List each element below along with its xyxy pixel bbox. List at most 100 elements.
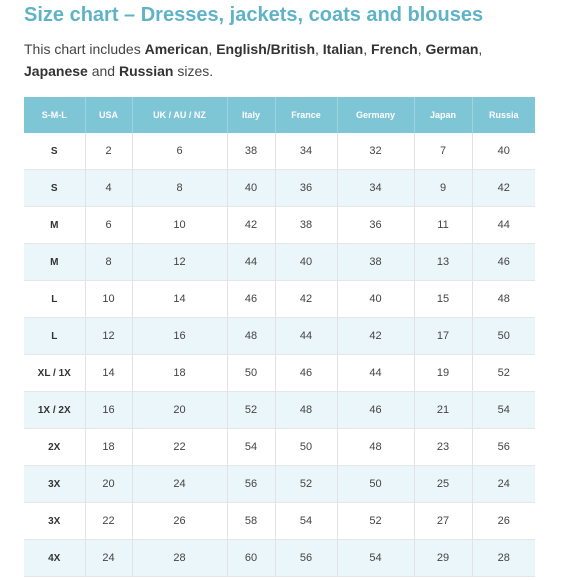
size-value-cell: 16 <box>85 391 133 429</box>
size-value-cell: 50 <box>227 354 276 392</box>
size-label-cell: 1X / 2X <box>24 391 86 429</box>
size-value-cell: 38 <box>227 133 276 170</box>
size-label-cell: L <box>24 280 86 318</box>
table-body: S 2 6 38 34 32 7 40 S 4 8 40 36 34 9 42 M 6 10 42 38 36 11 44 M 8… <box>24 133 535 577</box>
size-value-cell: 54 <box>227 428 276 466</box>
size-value-cell: 26 <box>132 502 228 540</box>
column-header: S-M-L <box>24 97 86 133</box>
size-value-cell: 54 <box>275 502 338 540</box>
size-value-cell: 13 <box>414 243 473 281</box>
size-value-cell: 44 <box>227 243 276 281</box>
size-value-cell: 48 <box>337 428 415 466</box>
table-row: S 2 6 38 34 32 7 40 <box>24 133 535 170</box>
size-value-cell: 44 <box>275 317 338 355</box>
intro-size-american: American <box>144 41 209 57</box>
size-value-cell: 48 <box>227 317 276 355</box>
size-value-cell: 46 <box>227 280 276 318</box>
size-value-cell: 46 <box>337 391 415 429</box>
size-label-cell: 2X <box>24 428 86 466</box>
size-value-cell: 17 <box>414 317 473 355</box>
size-value-cell: 32 <box>337 133 415 170</box>
size-value-cell: 42 <box>275 280 338 318</box>
size-value-cell: 48 <box>472 280 535 318</box>
size-value-cell: 52 <box>275 465 338 503</box>
size-value-cell: 38 <box>337 243 415 281</box>
size-value-cell: 52 <box>472 354 535 392</box>
column-header: Japan <box>414 97 473 133</box>
size-label-cell: 4X <box>24 539 86 577</box>
column-header: USA <box>85 97 133 133</box>
table-row: S 4 8 40 36 34 9 42 <box>24 169 535 207</box>
size-value-cell: 23 <box>414 428 473 466</box>
size-value-cell: 48 <box>275 391 338 429</box>
size-value-cell: 29 <box>414 539 473 577</box>
size-value-cell: 52 <box>337 502 415 540</box>
size-value-cell: 50 <box>275 428 338 466</box>
size-label-cell: 3X <box>24 465 86 503</box>
size-value-cell: 8 <box>85 243 133 281</box>
column-header: Italy <box>227 97 276 133</box>
size-value-cell: 56 <box>275 539 338 577</box>
size-value-cell: 27 <box>414 502 473 540</box>
intro-size-british: English/British <box>216 41 315 57</box>
size-value-cell: 10 <box>85 280 133 318</box>
size-value-cell: 11 <box>414 206 473 244</box>
size-label-cell: M <box>24 243 86 281</box>
size-value-cell: 12 <box>85 317 133 355</box>
size-value-cell: 18 <box>132 354 228 392</box>
size-value-cell: 34 <box>275 133 338 170</box>
size-value-cell: 40 <box>227 169 276 207</box>
size-value-cell: 42 <box>472 169 535 207</box>
size-value-cell: 15 <box>414 280 473 318</box>
column-header: Russia <box>472 97 535 133</box>
size-value-cell: 26 <box>472 502 535 540</box>
size-label-cell: L <box>24 317 86 355</box>
intro-prefix: This chart includes <box>24 41 145 57</box>
size-value-cell: 50 <box>472 317 535 355</box>
size-value-cell: 19 <box>414 354 473 392</box>
table-row: XL / 1X 14 18 50 46 44 19 52 <box>24 354 535 392</box>
size-value-cell: 60 <box>227 539 276 577</box>
size-label-cell: S <box>24 133 86 170</box>
intro-separator: , <box>417 41 426 57</box>
page-title: Size chart – Dresses, jackets, coats and… <box>24 4 484 26</box>
intro-size-japanese: Japanese <box>24 63 88 79</box>
size-value-cell: 6 <box>85 206 133 244</box>
table-row: 1X / 2X 16 20 52 48 46 21 54 <box>24 391 535 429</box>
size-value-cell: 40 <box>472 133 535 170</box>
size-value-cell: 18 <box>85 428 133 466</box>
table-row: L 10 14 46 42 40 15 48 <box>24 280 535 318</box>
size-value-cell: 9 <box>414 169 473 207</box>
intro-size-french: French <box>371 41 418 57</box>
size-value-cell: 28 <box>132 539 228 577</box>
size-value-cell: 36 <box>275 169 338 207</box>
size-value-cell: 25 <box>414 465 473 503</box>
table-row: 2X 18 22 54 50 48 23 56 <box>24 428 535 466</box>
intro-separator: , <box>315 41 323 57</box>
size-value-cell: 42 <box>227 206 276 244</box>
table-header-row: S-M-L USA UK / AU / NZ Italy France Germany Ja… <box>24 97 535 133</box>
size-value-cell: 56 <box>472 428 535 466</box>
size-value-cell: 34 <box>337 169 415 207</box>
size-value-cell: 8 <box>132 169 228 207</box>
size-value-cell: 40 <box>337 280 415 318</box>
size-value-cell: 20 <box>132 391 228 429</box>
size-value-cell: 20 <box>85 465 133 503</box>
size-value-cell: 44 <box>472 206 535 244</box>
size-value-cell: 36 <box>337 206 415 244</box>
size-label-cell: XL / 1X <box>24 354 86 392</box>
size-value-cell: 7 <box>414 133 473 170</box>
size-value-cell: 21 <box>414 391 473 429</box>
table-row: 3X 20 24 56 52 50 25 24 <box>24 465 535 503</box>
size-value-cell: 24 <box>472 465 535 503</box>
table-row: M 6 10 42 38 36 11 44 <box>24 206 535 244</box>
size-label-cell: S <box>24 169 86 207</box>
size-value-cell: 12 <box>132 243 228 281</box>
size-label-cell: M <box>24 206 86 244</box>
size-value-cell: 4 <box>85 169 133 207</box>
size-value-cell: 14 <box>132 280 228 318</box>
intro-conjunction: and <box>87 63 119 79</box>
size-label-cell: 3X <box>24 502 86 540</box>
size-value-cell: 52 <box>227 391 276 429</box>
